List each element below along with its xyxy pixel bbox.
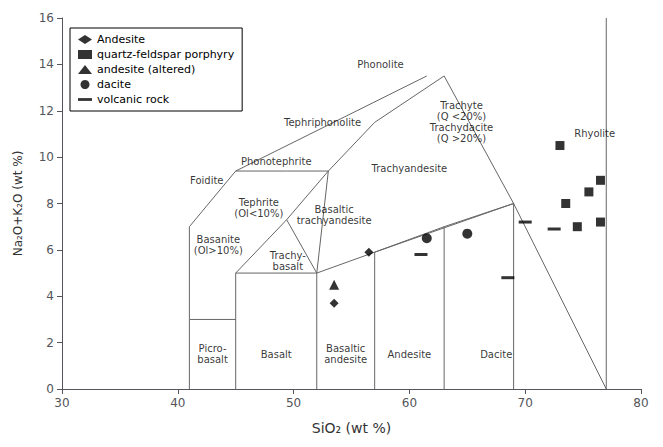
svg-text:dacite: dacite: [97, 78, 131, 91]
svg-text:Andesite: Andesite: [97, 33, 145, 46]
svg-text:trachyandesite: trachyandesite: [297, 215, 372, 226]
svg-text:6: 6: [46, 243, 54, 257]
svg-text:80: 80: [633, 396, 648, 410]
svg-text:12: 12: [39, 104, 54, 118]
svg-text:Phonolite: Phonolite: [357, 59, 404, 70]
svg-text:2: 2: [46, 336, 54, 350]
svg-text:Picro-: Picro-: [199, 343, 227, 354]
svg-text:(Q <20%): (Q <20%): [437, 111, 487, 122]
svg-text:Tephriphonolite: Tephriphonolite: [283, 117, 361, 128]
svg-text:60: 60: [402, 396, 417, 410]
svg-text:quartz-feldspar porphyry: quartz-feldspar porphyry: [97, 48, 235, 61]
svg-text:basalt: basalt: [197, 354, 228, 365]
svg-text:Phonotephrite: Phonotephrite: [241, 156, 312, 167]
svg-text:40: 40: [170, 396, 185, 410]
svg-text:10: 10: [39, 150, 54, 164]
svg-text:30: 30: [54, 396, 69, 410]
svg-text:Basanite: Basanite: [197, 234, 241, 245]
svg-text:andesite: andesite: [324, 354, 367, 365]
svg-text:Andesite: Andesite: [388, 349, 432, 360]
svg-text:Basalt: Basalt: [261, 349, 292, 360]
svg-text:Trachyte: Trachyte: [439, 100, 483, 111]
svg-text:Na₂O+K₂O (wt %): Na₂O+K₂O (wt %): [11, 151, 25, 257]
svg-text:andesite (altered): andesite (altered): [97, 63, 195, 76]
svg-text:16: 16: [39, 11, 54, 25]
svg-text:basalt: basalt: [273, 261, 304, 272]
svg-text:(Ol<10%): (Ol<10%): [234, 208, 283, 219]
svg-text:Trachyandesite: Trachyandesite: [371, 163, 448, 174]
svg-text:8: 8: [46, 197, 54, 211]
svg-text:70: 70: [518, 396, 533, 410]
svg-text:Dacite: Dacite: [480, 349, 512, 360]
svg-text:Basaltic: Basaltic: [314, 204, 353, 215]
svg-text:volcanic rock: volcanic rock: [97, 93, 170, 106]
svg-text:50: 50: [286, 396, 301, 410]
svg-text:Foidite: Foidite: [190, 175, 224, 186]
svg-text:0: 0: [46, 382, 54, 396]
svg-text:Trachy-: Trachy-: [269, 250, 306, 261]
svg-text:SiO₂ (wt %): SiO₂ (wt %): [312, 420, 391, 436]
svg-text:(Q >20%): (Q >20%): [437, 133, 487, 144]
svg-text:4: 4: [46, 289, 54, 303]
svg-text:Rhyolite: Rhyolite: [574, 128, 615, 139]
svg-text:Trachydacite: Trachydacite: [429, 122, 493, 133]
svg-text:Tephrite: Tephrite: [238, 197, 279, 208]
svg-text:14: 14: [39, 57, 54, 71]
svg-text:Basaltic: Basaltic: [326, 343, 365, 354]
svg-text:(Ol>10%): (Ol>10%): [194, 245, 243, 256]
